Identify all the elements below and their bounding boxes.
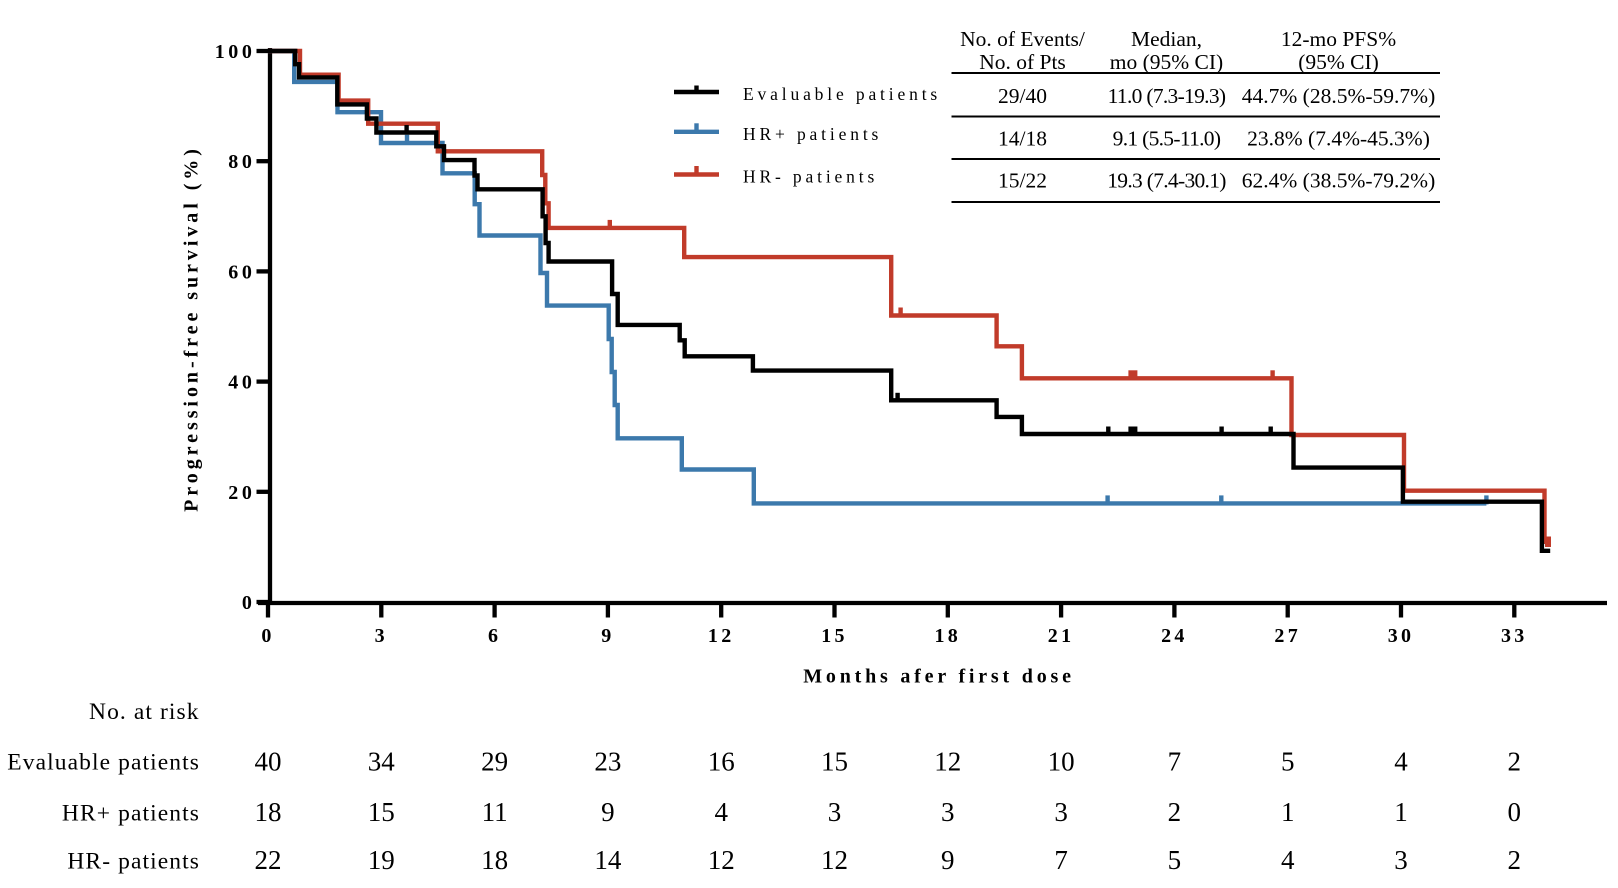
svg-text:40: 40 xyxy=(228,372,255,394)
svg-text:44.7% (28.5%-59.7%): 44.7% (28.5%-59.7%) xyxy=(1242,84,1435,108)
svg-text:12: 12 xyxy=(934,747,961,777)
svg-text:18: 18 xyxy=(934,625,961,647)
svg-text:4: 4 xyxy=(1281,845,1295,875)
svg-text:1: 1 xyxy=(1394,797,1408,827)
svg-text:HR+ patients: HR+ patients xyxy=(743,124,882,144)
svg-text:19.3 (7.4-30.1): 19.3 (7.4-30.1) xyxy=(1107,169,1226,193)
svg-text:33: 33 xyxy=(1501,625,1528,647)
svg-text:9: 9 xyxy=(941,845,955,875)
svg-text:3: 3 xyxy=(1054,797,1068,827)
svg-text:22: 22 xyxy=(255,845,282,875)
svg-text:3: 3 xyxy=(828,797,842,827)
svg-text:30: 30 xyxy=(1388,625,1415,647)
svg-text:3: 3 xyxy=(1394,845,1408,875)
svg-text:18: 18 xyxy=(255,797,282,827)
svg-text:Evaluable patients: Evaluable patients xyxy=(7,750,200,776)
svg-text:HR- patients: HR- patients xyxy=(743,167,878,187)
svg-text:6: 6 xyxy=(488,625,501,647)
svg-text:20: 20 xyxy=(228,482,255,504)
svg-text:7: 7 xyxy=(1054,845,1068,875)
svg-text:12: 12 xyxy=(708,625,735,647)
svg-text:4: 4 xyxy=(714,797,728,827)
svg-text:No. of Pts: No. of Pts xyxy=(979,50,1066,74)
svg-text:27: 27 xyxy=(1274,625,1301,647)
svg-text:100: 100 xyxy=(215,41,256,63)
svg-text:15: 15 xyxy=(821,625,848,647)
svg-text:11: 11 xyxy=(482,797,508,827)
svg-text:21: 21 xyxy=(1048,625,1075,647)
svg-text:9: 9 xyxy=(601,625,614,647)
svg-text:Evaluable patients: Evaluable patients xyxy=(743,84,941,104)
svg-text:12-mo PFS%: 12-mo PFS% xyxy=(1281,27,1396,51)
svg-text:0: 0 xyxy=(242,592,256,614)
svg-text:mo (95% CI): mo (95% CI) xyxy=(1110,50,1223,74)
svg-text:34: 34 xyxy=(368,747,396,777)
svg-text:40: 40 xyxy=(255,747,282,777)
svg-text:12: 12 xyxy=(708,845,735,875)
svg-text:24: 24 xyxy=(1161,625,1188,647)
svg-text:3: 3 xyxy=(941,797,955,827)
svg-text:4: 4 xyxy=(1394,747,1408,777)
svg-text:12: 12 xyxy=(821,845,848,875)
svg-text:14: 14 xyxy=(594,845,622,875)
svg-text:15: 15 xyxy=(821,747,848,777)
svg-text:5: 5 xyxy=(1168,845,1182,875)
svg-text:Months afer first dose: Months afer first dose xyxy=(803,666,1075,688)
svg-text:3: 3 xyxy=(375,625,388,647)
svg-text:18: 18 xyxy=(481,845,508,875)
svg-text:Median,: Median, xyxy=(1131,27,1202,51)
svg-text:15: 15 xyxy=(368,797,395,827)
svg-text:29: 29 xyxy=(481,747,508,777)
svg-text:HR- patients: HR- patients xyxy=(67,849,200,875)
svg-text:7: 7 xyxy=(1168,747,1182,777)
svg-text:62.4% (38.5%-79.2%): 62.4% (38.5%-79.2%) xyxy=(1242,169,1435,193)
svg-text:80: 80 xyxy=(228,151,255,173)
svg-text:11.0 (7.3-19.3): 11.0 (7.3-19.3) xyxy=(1108,84,1226,108)
svg-text:23: 23 xyxy=(594,747,621,777)
svg-text:9.1 (5.5-11.0): 9.1 (5.5-11.0) xyxy=(1113,126,1221,150)
svg-text:No. at risk: No. at risk xyxy=(89,699,200,725)
svg-text:(95% CI): (95% CI) xyxy=(1298,50,1379,74)
svg-text:14/18: 14/18 xyxy=(998,126,1047,150)
svg-text:2: 2 xyxy=(1168,797,1182,827)
svg-text:23.8% (7.4%-45.3%): 23.8% (7.4%-45.3%) xyxy=(1247,126,1430,150)
svg-text:19: 19 xyxy=(368,845,395,875)
svg-text:0: 0 xyxy=(261,625,274,647)
svg-text:29/40: 29/40 xyxy=(998,84,1047,108)
svg-text:1: 1 xyxy=(1281,797,1295,827)
svg-text:10: 10 xyxy=(1048,747,1075,777)
svg-text:No. of Events/: No. of Events/ xyxy=(960,27,1085,51)
svg-text:Progression-free survival (%): Progression-free survival (%) xyxy=(181,145,203,512)
svg-text:2: 2 xyxy=(1508,747,1522,777)
svg-text:60: 60 xyxy=(228,261,255,283)
svg-text:9: 9 xyxy=(601,797,615,827)
svg-text:15/22: 15/22 xyxy=(998,169,1047,193)
svg-text:HR+ patients: HR+ patients xyxy=(62,801,200,827)
svg-text:2: 2 xyxy=(1508,845,1522,875)
svg-text:5: 5 xyxy=(1281,747,1295,777)
svg-text:16: 16 xyxy=(708,747,735,777)
svg-text:0: 0 xyxy=(1508,797,1522,827)
